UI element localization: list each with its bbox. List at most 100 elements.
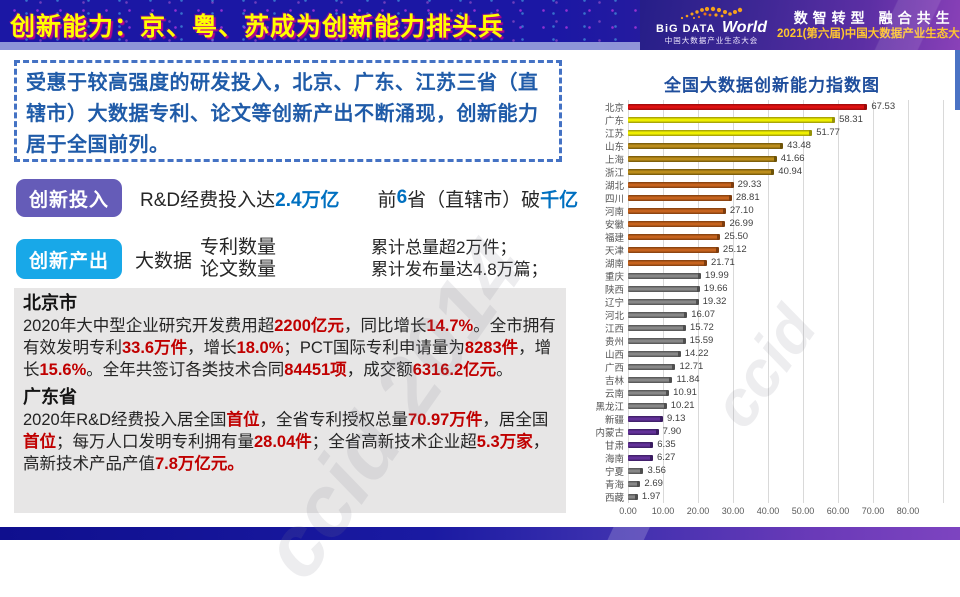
innovation-input-badge: 创新投入 [16, 179, 122, 217]
chart-bar [628, 467, 644, 474]
chart-category-label: 宁夏 [604, 466, 624, 478]
plain-text: 。 [496, 361, 513, 379]
chart-bar-track: 7.90 [628, 425, 956, 438]
chart-x-tick-label: 20.00 [686, 506, 710, 516]
chart-bar-row: 内蒙古 7.90 [588, 425, 956, 439]
plain-text: 2020年大中型企业研究开发费用超 [23, 317, 275, 335]
chart-bar-track: 10.91 [628, 386, 956, 399]
chart-value-label: 28.81 [735, 192, 760, 203]
chart-bar-track: 19.32 [628, 295, 956, 308]
plain-text: 。全市拥有有效发明专利 [23, 317, 556, 357]
chart-value-label: 29.33 [737, 179, 762, 190]
logo-world-text: World [721, 18, 768, 36]
chart-bar [628, 116, 836, 123]
chart-category-label: 四川 [604, 193, 624, 205]
chart-value-label: 15.59 [689, 335, 714, 346]
chart-value-label: 19.99 [704, 270, 729, 281]
plain-text: ，全省专利授权总量 [259, 411, 409, 429]
bigdata-world-logo: BiG DATA World 中国大数据产业生态大会 [656, 6, 767, 45]
chart-value-label: 58.31 [839, 114, 863, 125]
chart-bar [628, 259, 707, 266]
chart-bar [628, 441, 654, 448]
logo-text: BiG DATA World [656, 18, 768, 36]
chart-x-tick-label: 40.00 [756, 506, 780, 516]
emphasis-text: 千亿 [540, 189, 579, 211]
chart-bar [628, 246, 719, 253]
chart-category-label: 北京 [604, 102, 624, 114]
plain-text: 2020年R&D经费投入居全国 [23, 411, 227, 429]
chart-value-label: 10.21 [670, 400, 695, 411]
chart-value-label: 43.48 [787, 140, 811, 151]
chart-bar-row: 吉林 11.84 [588, 373, 956, 387]
chart-category-label: 辽宁 [604, 297, 624, 309]
chart-bar-track: 26.99 [628, 217, 956, 230]
chart-plot-area: 北京 67.53 广东 58.31 江苏 51.77 山东 43.48 上海 41.66 浙江 40.… [588, 100, 956, 518]
chart-bar-track: 2.69 [628, 477, 956, 490]
summary-callout-box: 受惠于较高强度的研发投入，北京、广东、江苏三省（直辖市）大数据专利、论文等创新产… [14, 60, 562, 162]
logo-subtitle: 中国大数据产业生态大会 [664, 35, 759, 45]
chart-bar-row: 福建 25.50 [588, 230, 956, 244]
chart-bar [628, 324, 687, 331]
plain-text: ，增长 [23, 339, 552, 379]
logo-dots-icon [680, 6, 742, 19]
chart-bar [628, 298, 699, 305]
chart-category-label: 江苏 [604, 128, 624, 140]
chart-bar-row: 黑龙江 10.21 [588, 399, 956, 413]
chart-bar [628, 350, 681, 357]
chart-category-label: 安徽 [604, 219, 624, 231]
chart-category-label: 云南 [604, 388, 624, 400]
paper-count-label: 论文数量 [200, 259, 277, 280]
chart-bar [628, 337, 686, 344]
chart-bar-track: 15.72 [628, 321, 956, 334]
header-substrip [0, 42, 960, 50]
patent-count-label: 专利数量 [200, 237, 277, 258]
chart-category-label: 甘肃 [604, 440, 624, 452]
chart-value-label: 1.97 [641, 491, 661, 502]
cumulative-total-label: 累计总量超2万件； [371, 238, 517, 257]
emphasis-text: 14.7% [426, 317, 474, 335]
chart-bar-row: 安徽 26.99 [588, 217, 956, 231]
chart-bar-track: 3.56 [628, 464, 956, 477]
innovation-output-text: 大数据 专利数量 论文数量 累计总量超2万件； 累计发布量达4.8万篇； [135, 237, 548, 281]
banner-text-block: 数智转型 融合共生 2021(第六届)中国大数据产业生态大会 [777, 9, 960, 42]
chart-bar-row: 广西 12.71 [588, 360, 956, 374]
chart-bar [628, 376, 673, 383]
chart-value-label: 10.91 [673, 387, 697, 398]
chart-bar-row: 四川 28.81 [588, 191, 956, 205]
chart-category-label: 内蒙古 [595, 427, 624, 439]
chart-value-label: 25.12 [722, 244, 747, 255]
chart-bar-track: 9.13 [628, 412, 956, 425]
chart-bar-row: 上海 41.66 [588, 152, 956, 166]
chart-category-label: 天津 [604, 245, 624, 257]
chart-bar [628, 220, 726, 227]
chart-value-label: 21.71 [710, 257, 735, 268]
emphasis-text: 7.8万亿元。 [155, 455, 244, 473]
chart-bar-track: 14.22 [628, 347, 956, 360]
emphasis-text: 5.3万家 [476, 433, 533, 451]
chart-value-label: 9.13 [666, 413, 686, 424]
chart-category-label: 山西 [604, 349, 624, 361]
chart-bar [628, 155, 777, 162]
chart-bar-track: 40.94 [628, 165, 956, 178]
emphasis-text: 2.4万亿 [275, 189, 340, 211]
emphasis-text: 84451项 [284, 361, 347, 379]
guangdong-paragraph: 2020年R&D经费投入居全国首位，全省专利授权总量70.97万件，居全国首位；… [23, 409, 557, 475]
chart-bar-track: 6.35 [628, 438, 956, 451]
chart-bar-track: 58.31 [628, 113, 956, 126]
emphasis-text: 2200亿元 [274, 317, 344, 335]
chart-category-label: 重庆 [604, 271, 624, 283]
chart-value-label: 16.07 [691, 309, 716, 320]
chart-bar-row: 新疆 9.13 [588, 412, 956, 426]
chart-x-tick-label: 0.00 [619, 506, 637, 516]
cumulative-stats-stack: 累计总量超2万件； 累计发布量达4.8万篇； [371, 237, 548, 281]
chart-bar [628, 480, 641, 487]
chart-bar-track: 25.12 [628, 243, 956, 256]
guangdong-heading: 广东省 [23, 387, 77, 407]
chart-bar-track: 16.07 [628, 308, 956, 321]
chart-bar-track: 29.33 [628, 178, 956, 191]
chart-category-label: 黑龙江 [595, 401, 624, 413]
chart-bar-track: 11.84 [628, 373, 956, 386]
chart-value-label: 26.99 [729, 218, 754, 229]
chart-bar-row: 湖北 29.33 [588, 178, 956, 192]
